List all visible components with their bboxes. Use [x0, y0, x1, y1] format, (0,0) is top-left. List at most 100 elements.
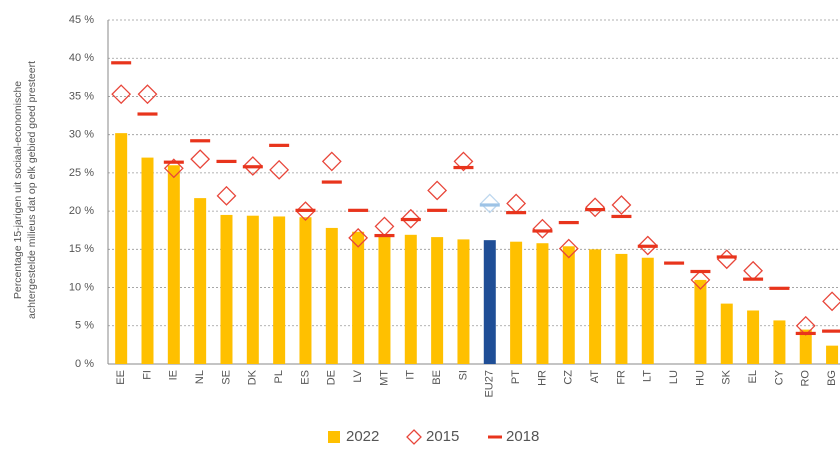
diamond-marker: [611, 195, 632, 215]
diamond-marker: [822, 291, 840, 312]
x-tick-label: FI: [141, 370, 153, 380]
diamond-marker: [374, 216, 395, 237]
x-tick-label: LT: [642, 370, 654, 382]
x-tick-label: EL: [747, 370, 759, 383]
bar: [431, 237, 444, 364]
bar: [799, 329, 812, 364]
y-tick-label: 5 %: [75, 320, 94, 332]
x-tick-label: BE: [431, 370, 443, 385]
dash-marker: [743, 277, 764, 281]
y-axis-label: achtergestelde milieus dat op elk gebied…: [26, 61, 38, 319]
diamond-marker: [479, 193, 500, 214]
diamond-marker: [427, 180, 448, 201]
diamond-marker: [321, 151, 342, 172]
diamond-marker: [637, 235, 658, 256]
x-tick-label: CZ: [563, 370, 575, 385]
bar: [115, 133, 128, 364]
bar: [352, 231, 365, 364]
diamond-marker: [111, 84, 132, 105]
bar: [773, 320, 786, 364]
x-tick-label: DE: [326, 370, 338, 385]
dash-marker: [321, 180, 342, 184]
bar: [562, 246, 575, 364]
dash-marker: [637, 244, 658, 248]
x-tick-label: DK: [247, 369, 259, 385]
x-tick-label: PT: [510, 370, 522, 384]
x-tick-label: EE: [115, 370, 127, 385]
x-tick-label: SK: [721, 369, 733, 384]
dash-marker: [532, 229, 553, 233]
bar: [378, 234, 391, 364]
bar: [141, 157, 154, 364]
x-tick-label: HU: [694, 370, 706, 386]
diamond-marker: [690, 269, 711, 290]
y-tick-label: 10 %: [69, 281, 94, 293]
x-tick-label: IT: [405, 370, 417, 380]
y-tick-label: 40 %: [69, 52, 94, 64]
bar: [615, 253, 628, 364]
bar: [536, 243, 549, 364]
bar: [273, 216, 286, 364]
y-tick-label: 45 %: [69, 14, 94, 26]
diamond-marker: [295, 201, 316, 222]
x-tick-label: BG: [826, 370, 838, 386]
bar: [694, 279, 707, 364]
dash-marker: [242, 165, 263, 169]
dash-marker: [295, 208, 316, 212]
y-tick-label: 30 %: [69, 129, 94, 141]
dash-marker: [400, 217, 421, 222]
y-tick-label: 35 %: [69, 90, 94, 102]
x-tick-label: LU: [668, 370, 680, 384]
dash-marker: [716, 255, 737, 259]
diamond-marker: [716, 249, 737, 270]
bar: [194, 198, 207, 364]
bar: [220, 214, 233, 364]
diamond-marker: [532, 218, 553, 239]
x-tick-label: HR: [536, 370, 548, 386]
diamond-marker: [585, 197, 606, 218]
dash-marker: [506, 211, 527, 215]
y-axis-label: Percentage 15-jarigen uit sociaal-econom…: [12, 81, 24, 299]
y-tick-label: 15 %: [69, 243, 94, 255]
x-tick-label: RO: [800, 370, 812, 387]
y-tick-label: 0 %: [75, 358, 94, 370]
diamond-marker: [400, 208, 421, 229]
dash-marker: [611, 214, 632, 219]
x-tick-label: PL: [273, 370, 285, 383]
dash-marker: [163, 160, 184, 164]
bar: [457, 239, 470, 364]
diamond-marker: [453, 151, 474, 172]
dash-marker: [822, 329, 840, 333]
diamond-marker: [137, 84, 158, 105]
diamond-marker: [506, 193, 527, 214]
bar: [167, 165, 180, 364]
bar: [589, 249, 602, 364]
diamond-marker: [348, 227, 369, 248]
dash-marker: [190, 139, 211, 143]
y-tick-label: 25 %: [69, 167, 94, 179]
x-tick-label: LV: [352, 369, 364, 382]
bar: [483, 240, 496, 364]
dash-marker: [348, 208, 369, 212]
dash-marker: [690, 269, 711, 274]
dash-marker: [374, 233, 395, 238]
x-tick-label: EU27: [484, 370, 496, 398]
dash-marker: [427, 208, 448, 212]
bar: [747, 310, 760, 364]
x-tick-label: IE: [168, 370, 180, 380]
legend-swatch: [328, 431, 340, 443]
legend-label: 2015: [426, 428, 459, 445]
dash-marker: [216, 159, 237, 164]
x-tick-label: NL: [194, 370, 206, 384]
x-tick-label: SE: [220, 370, 232, 385]
x-tick-label: CY: [773, 369, 785, 385]
bar: [826, 345, 839, 364]
bar: [720, 303, 733, 364]
diamond-marker: [163, 158, 184, 179]
bar: [404, 234, 417, 364]
bar: [325, 227, 338, 364]
legend-swatch: [406, 429, 422, 445]
dash-marker: [795, 331, 816, 336]
x-tick-label: FR: [615, 370, 627, 385]
dash-marker: [558, 220, 579, 225]
